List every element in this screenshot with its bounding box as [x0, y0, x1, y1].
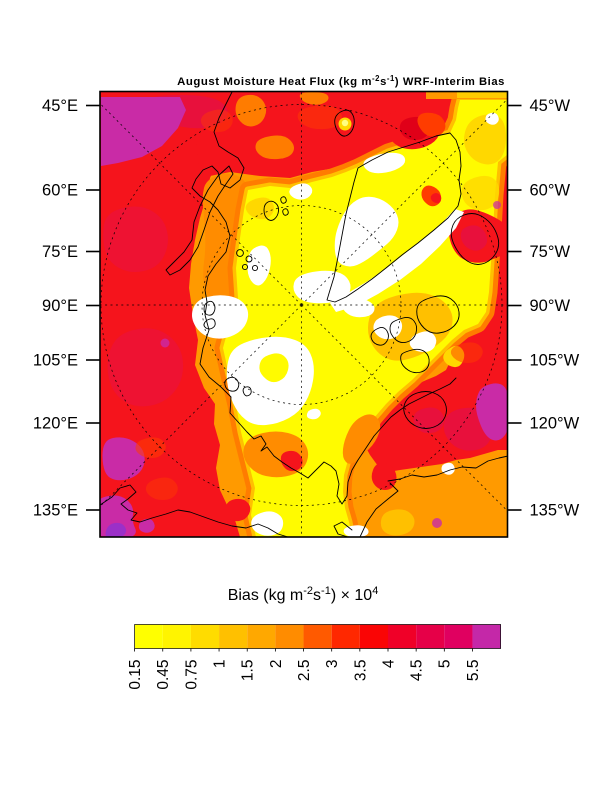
svg-text:120°W: 120°W	[530, 415, 580, 433]
svg-text:45°W: 45°W	[530, 97, 571, 115]
svg-text:0.75: 0.75	[183, 660, 200, 690]
svg-text:3: 3	[324, 660, 341, 669]
svg-text:90°E: 90°E	[42, 297, 78, 315]
svg-text:60°W: 60°W	[530, 182, 571, 200]
svg-text:105°E: 105°E	[33, 352, 78, 370]
svg-text:0.15: 0.15	[127, 660, 144, 690]
svg-text:5.5: 5.5	[465, 660, 482, 682]
svg-text:2.5: 2.5	[296, 660, 313, 682]
svg-text:1.5: 1.5	[240, 660, 257, 682]
svg-text:2: 2	[268, 660, 285, 669]
svg-text:1: 1	[211, 660, 228, 669]
svg-text:Bias (kg m-2s-1) × 104: Bias (kg m-2s-1) × 104	[228, 585, 379, 604]
svg-text:5: 5	[437, 660, 454, 669]
svg-text:120°E: 120°E	[33, 415, 78, 433]
svg-text:75°E: 75°E	[42, 243, 78, 261]
svg-text:0.45: 0.45	[155, 660, 172, 690]
svg-text:60°E: 60°E	[42, 182, 78, 200]
svg-text:105°W: 105°W	[530, 352, 580, 370]
svg-text:August Moisture Heat Flux (kg: August Moisture Heat Flux (kg m-2s-1) WR…	[177, 74, 505, 88]
svg-text:90°W: 90°W	[530, 297, 571, 315]
svg-text:75°W: 75°W	[530, 243, 571, 261]
svg-text:3.5: 3.5	[352, 660, 369, 682]
svg-text:4.5: 4.5	[409, 660, 426, 682]
svg-text:4: 4	[380, 659, 397, 668]
svg-text:135°W: 135°W	[530, 502, 580, 520]
svg-text:135°E: 135°E	[33, 502, 78, 520]
svg-text:45°E: 45°E	[42, 97, 78, 115]
